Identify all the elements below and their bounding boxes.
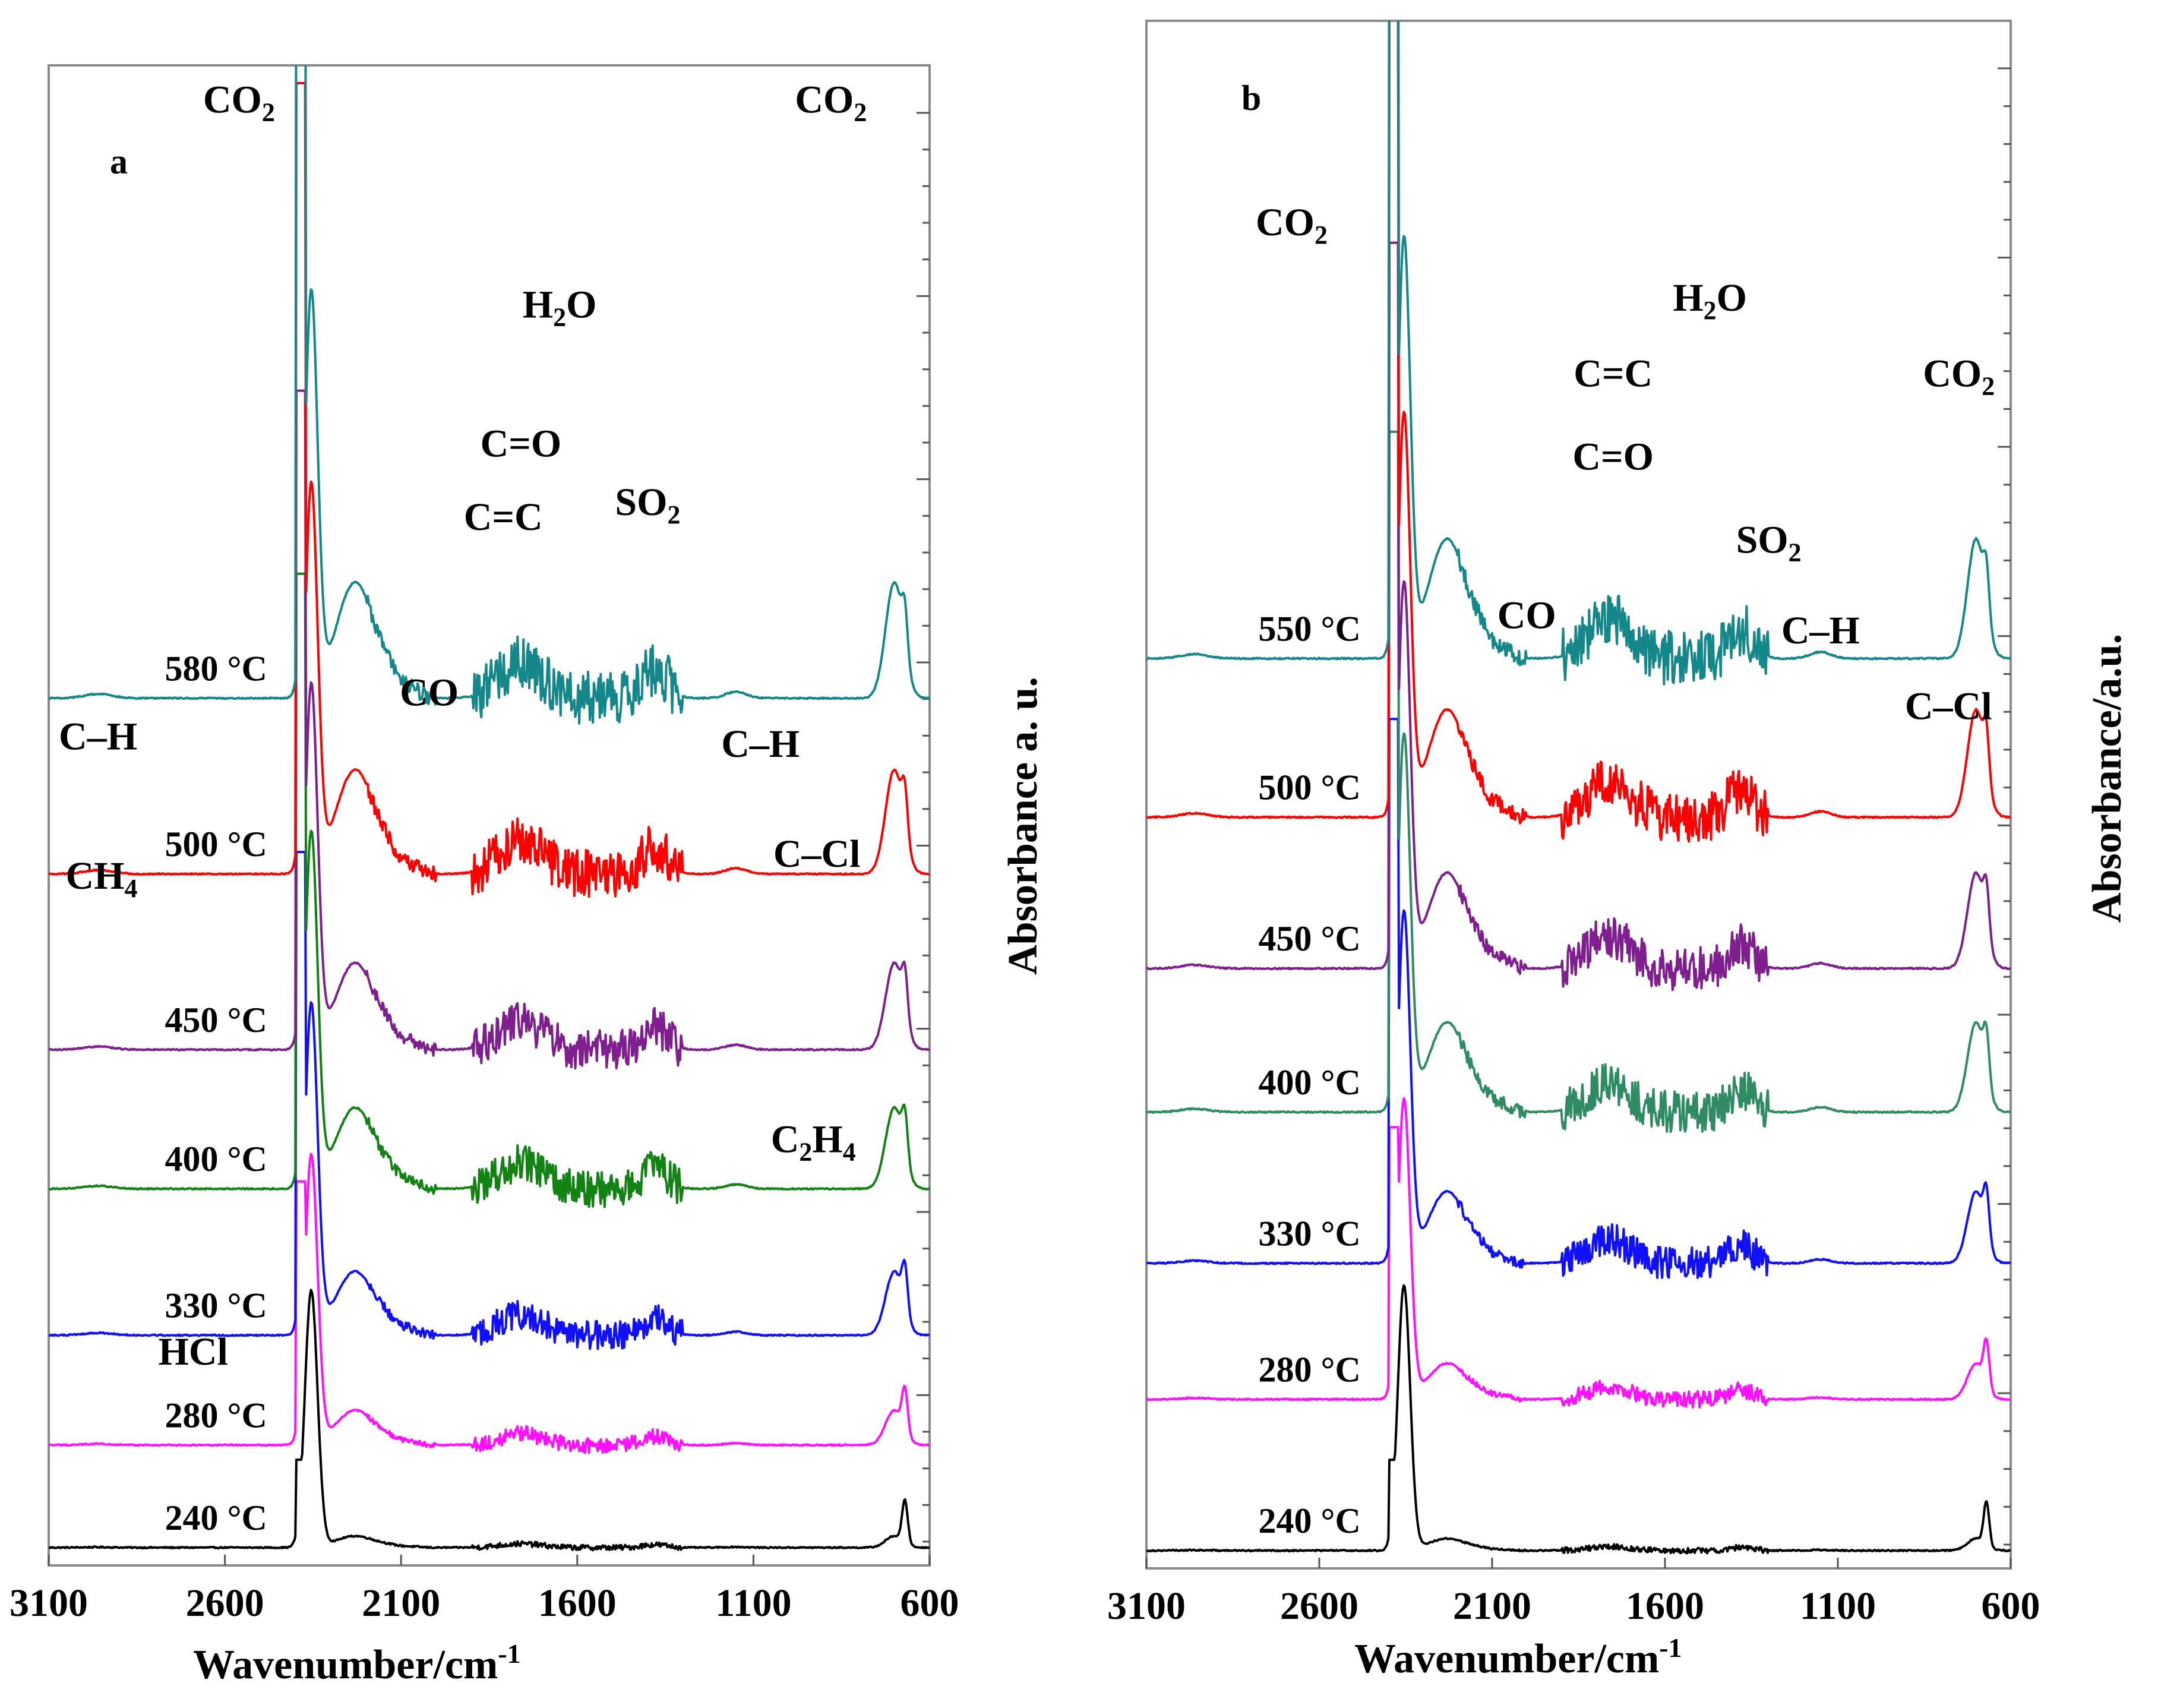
peak-label-a-1: CO2 bbox=[795, 78, 867, 127]
series-label-a-1: 500 °C bbox=[165, 825, 267, 864]
peak-label-b-3: C=O bbox=[1572, 435, 1654, 478]
peak-label-a-9: CH4 bbox=[65, 854, 137, 903]
peak-label-b-6: CO bbox=[1497, 594, 1556, 637]
x-tick-label-a-3: 1600 bbox=[538, 1581, 617, 1625]
series-label-b-1: 500 °C bbox=[1259, 768, 1361, 807]
series-line-a-450c bbox=[49, 389, 930, 1070]
traces-a bbox=[49, 65, 930, 1552]
x-tick-label-b-0: 3100 bbox=[1107, 1584, 1186, 1628]
peak-label-b-8: C–Cl bbox=[1905, 684, 1992, 728]
x-tick-label-a-1: 2600 bbox=[186, 1581, 264, 1625]
series-label-b-3: 400 °C bbox=[1259, 1063, 1361, 1102]
x-tick-label-b-4: 1100 bbox=[1800, 1584, 1876, 1628]
series-line-a-500c bbox=[49, 82, 930, 898]
peak-label-b-7: C–H bbox=[1781, 609, 1860, 652]
peak-label-b-2: C=C bbox=[1574, 352, 1653, 395]
peak-label-a-2: H2O bbox=[523, 283, 597, 332]
series-line-a-280c bbox=[49, 1153, 930, 1454]
peak-label-a-11: C2H4 bbox=[771, 1117, 856, 1166]
y-axis-label-b: Absorbance/a.u. bbox=[2084, 634, 2130, 923]
series-line-b-550c bbox=[1146, 21, 2011, 686]
x-tick-label-b-2: 2100 bbox=[1453, 1584, 1531, 1628]
x-tick-label-a-4: 1100 bbox=[715, 1581, 791, 1625]
peak-label-a-5: SO2 bbox=[615, 481, 680, 529]
peak-label-a-0: CO2 bbox=[203, 78, 275, 127]
traces-b bbox=[1146, 21, 2011, 1555]
peak-label-b-1: H2O bbox=[1673, 276, 1747, 325]
series-line-b-500c bbox=[1146, 21, 2011, 843]
series-line-b-450c bbox=[1146, 241, 2011, 992]
x-tick-label-b-1: 2600 bbox=[1280, 1584, 1358, 1628]
y-axis-label-a: Absorbance a. u. bbox=[1000, 677, 1046, 975]
series-label-b-4: 330 °C bbox=[1259, 1214, 1361, 1253]
x-tick-label-a-0: 3100 bbox=[10, 1581, 88, 1625]
series-line-a-330c bbox=[49, 851, 930, 1350]
panel-letter-a: a bbox=[110, 142, 128, 181]
x-tick-label-a-5: 600 bbox=[901, 1581, 959, 1625]
series-label-a-0: 580 °C bbox=[165, 649, 267, 688]
peak-label-a-12: HCl bbox=[159, 1330, 228, 1374]
peak-label-a-3: C=O bbox=[481, 422, 562, 466]
x-axis-label-a: Wavenumber/cm-1 bbox=[193, 1638, 521, 1688]
panel-b-chart: 3100 2600 2100 1600 1100 600 Wavenumber/cm-1 Ab… bbox=[1107, 20, 2130, 1682]
panel-letter-b: b bbox=[1241, 78, 1261, 118]
series-label-b-0: 550 °C bbox=[1259, 609, 1361, 648]
series-label-b-5: 280 °C bbox=[1259, 1350, 1361, 1390]
series-label-a-4: 330 °C bbox=[165, 1286, 267, 1325]
series-label-b-2: 450 °C bbox=[1259, 919, 1361, 958]
x-tick-label-a-2: 2100 bbox=[362, 1581, 440, 1625]
series-line-b-240c bbox=[1146, 1284, 2011, 1555]
plot-frame-b bbox=[1145, 20, 2012, 1570]
peak-label-a-10: C–Cl bbox=[773, 832, 861, 876]
series-line-a-580c bbox=[49, 65, 930, 725]
series-label-a-2: 450 °C bbox=[165, 1000, 267, 1040]
x-tick-label-b-3: 1600 bbox=[1626, 1584, 1704, 1628]
x-tick-label-b-5: 600 bbox=[1982, 1584, 2040, 1628]
peak-label-b-0: CO2 bbox=[1256, 201, 1328, 250]
series-line-a-400c bbox=[49, 572, 930, 1208]
series-line-b-400c bbox=[1146, 430, 2011, 1134]
series-line-b-330c bbox=[1146, 718, 2011, 1279]
series-label-a-6: 240 °C bbox=[165, 1498, 267, 1537]
series-line-b-280c bbox=[1146, 1097, 2011, 1409]
series-label-a-3: 400 °C bbox=[165, 1139, 267, 1179]
series-label-b-6: 240 °C bbox=[1259, 1501, 1361, 1540]
peak-label-a-8: C–H bbox=[721, 722, 800, 766]
panel-a-chart: 3100 2600 2100 1600 1100 600 Wavenumber/cm-1 Ab… bbox=[10, 64, 1046, 1688]
plot-frame-a bbox=[48, 64, 931, 1567]
series-label-a-5: 280 °C bbox=[165, 1396, 267, 1435]
peak-label-a-6: CO bbox=[400, 671, 459, 715]
peak-label-b-5: SO2 bbox=[1736, 518, 1802, 567]
peak-label-a-4: C=C bbox=[464, 495, 543, 539]
x-axis-label-b: Wavenumber/cm-1 bbox=[1354, 1633, 1682, 1682]
peak-label-a-7: C–H bbox=[59, 715, 137, 759]
series-line-a-240c bbox=[49, 1289, 930, 1552]
peak-label-b-4: CO2 bbox=[1923, 352, 1995, 400]
